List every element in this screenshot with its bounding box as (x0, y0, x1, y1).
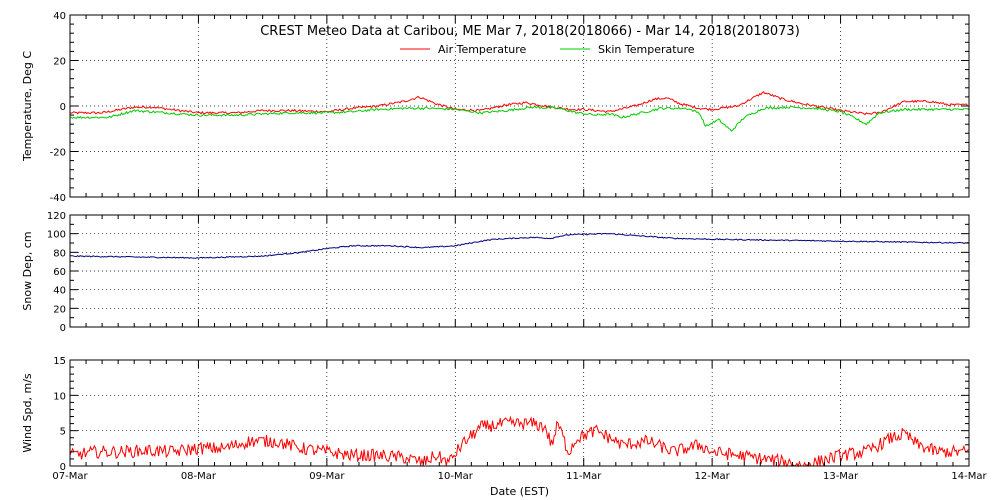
y-tick-label: -20 (50, 148, 66, 159)
y-tick-label: 15 (53, 356, 66, 367)
x-tick-label: 08-Mar (181, 471, 217, 482)
y-tick-label: 100 (47, 230, 66, 241)
y-tick-label: 20 (53, 304, 66, 315)
y-tick-label: 5 (60, 427, 66, 438)
plot-frame (69, 359, 970, 467)
legend-label: Skin Temperature (598, 43, 695, 56)
y-tick-label: 40 (53, 11, 66, 22)
y-axis-label: Wind Spd, m/s (21, 373, 34, 453)
y-tick-label: 60 (53, 267, 66, 278)
y-axis-label: Snow Dep, cm (21, 231, 34, 310)
x-tick-label: 07-Mar (52, 471, 88, 482)
y-tick-label: 0 (60, 462, 66, 473)
series-line-2 (69, 232, 970, 259)
y-tick-label: 80 (53, 248, 66, 259)
x-axis-label: Date (EST) (490, 485, 549, 498)
panel-1: -40 -20 0 20 40 Temperature, Deg C CREST Meteo… (21, 11, 970, 204)
panel-2: 0 20 40 60 80 100 120 Snow Dep, cm (21, 211, 970, 334)
legend-label: Air Temperature (438, 43, 527, 56)
skin-temperature-line (70, 105, 970, 132)
chart-title: CREST Meteo Data at Caribou, ME Mar 7, 2… (260, 24, 800, 39)
x-tick-label: 13-Mar (823, 471, 859, 482)
x-tick-label: 11-Mar (566, 471, 602, 482)
x-tick-label: 09-Mar (309, 471, 345, 482)
y-tick-label: 20 (53, 57, 66, 68)
series-line-3 (69, 415, 970, 468)
y-tick-label: 40 (53, 286, 66, 297)
x-tick-label: 10-Mar (438, 471, 474, 482)
y-tick-label: 0 (60, 323, 66, 334)
y-tick-label: -40 (50, 193, 66, 204)
x-tick-label: 12-Mar (695, 471, 731, 482)
air-temperature-line (69, 90, 969, 116)
y-tick-label: 0 (60, 102, 66, 113)
x-tick-label: 14-Mar (951, 471, 987, 482)
panel-3: 0 5 10 15 07-Mar 08-Mar 09-Mar 10-Mar 11-Mar 12-M… (21, 356, 987, 498)
y-axis-label: Temperature, Deg C (21, 51, 34, 162)
y-tick-label: 10 (53, 391, 66, 402)
y-tick-label: 120 (47, 211, 66, 222)
